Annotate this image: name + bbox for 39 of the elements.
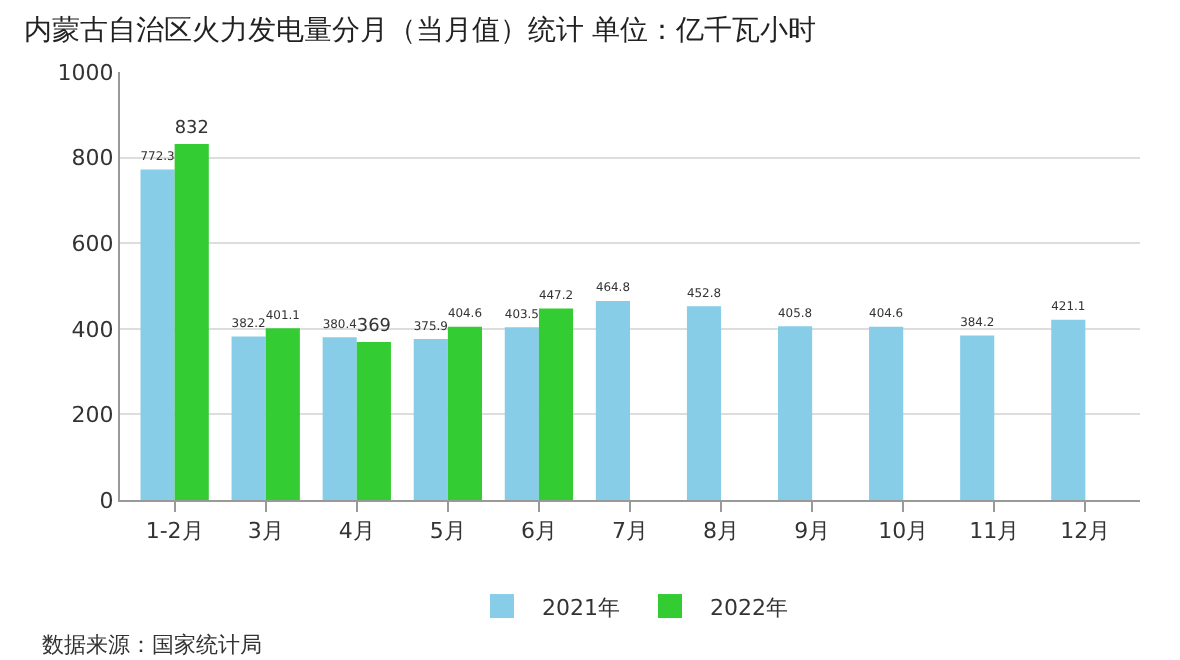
bar: [265, 328, 300, 500]
x-tick-label: 7月: [612, 518, 648, 545]
y-tick-label: 0: [99, 487, 114, 514]
bar: [140, 169, 175, 500]
x-tick-label: 11月: [969, 518, 1020, 545]
bar: [960, 335, 995, 500]
bar: [322, 337, 357, 500]
x-tick-label: 8月: [703, 518, 740, 545]
bar: [538, 308, 574, 500]
bar: [174, 143, 209, 500]
bar: [356, 342, 391, 500]
bar: [231, 336, 266, 500]
x-tick-label: 1-2月: [145, 518, 204, 545]
legend-label: 2022年: [710, 594, 788, 621]
bar: [1051, 319, 1086, 500]
bar: [686, 306, 722, 500]
x-tick-label: 12月: [1060, 518, 1111, 545]
bar: [413, 339, 448, 500]
x-tick-label: 6月: [520, 518, 557, 545]
legend-label: 2021年: [542, 594, 620, 621]
y-tick-label: 200: [71, 402, 114, 429]
source-note: 数据来源：国家统计局: [42, 632, 262, 658]
y-tick-label: 800: [71, 145, 114, 172]
bar: [869, 326, 904, 500]
data-label: 832: [174, 118, 209, 139]
y-tick-label: 1000: [57, 59, 114, 86]
x-tick-label: 4月: [338, 518, 375, 545]
y-tick-label: 400: [71, 316, 114, 343]
y-tick-label: 600: [71, 230, 114, 257]
x-tick-label: 5月: [429, 518, 466, 545]
bar: [778, 326, 813, 500]
bar: [447, 326, 482, 500]
x-tick-label: 10月: [878, 518, 929, 545]
x-tick-label: 9月: [794, 518, 831, 545]
x-tick-label: 3月: [247, 518, 284, 545]
data-label: 369: [356, 316, 392, 337]
bar: [504, 327, 539, 500]
bar: [595, 301, 630, 500]
chart-title: 内蒙古自治区火力发电量分月（当月值）统计 单位：亿千瓦小时: [23, 15, 817, 48]
